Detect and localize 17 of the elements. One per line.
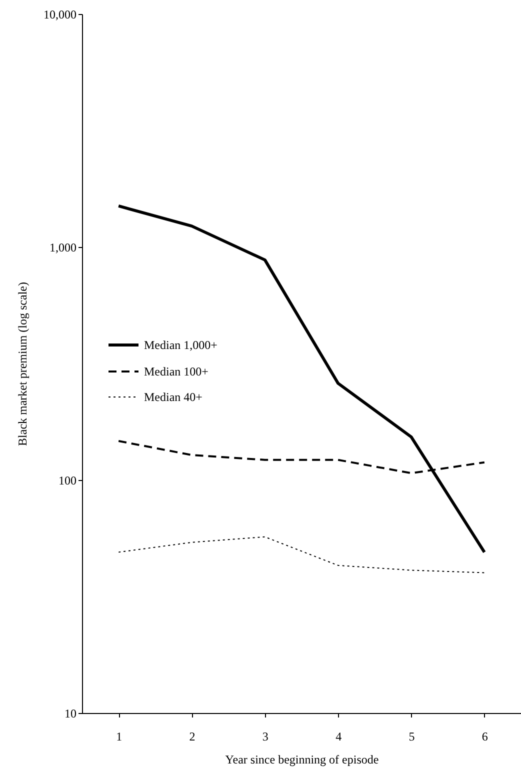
line-series <box>117 204 486 554</box>
x-tick-label: 6 <box>482 730 488 744</box>
legend-label: Median 1,000+ <box>144 338 218 352</box>
line-series <box>118 536 485 574</box>
x-tick-label: 4 <box>336 730 342 744</box>
y-tick-label: 10,000 <box>44 8 76 22</box>
x-tick-label: 2 <box>189 730 196 744</box>
y-tick-label: 10 <box>64 706 76 720</box>
legend-label: Median 100+ <box>144 364 209 379</box>
x-tick-label: 5 <box>408 730 415 744</box>
legend-label: Median 40+ <box>144 390 203 404</box>
y-tick-label: 1,000 <box>50 240 76 254</box>
x-tick-label: 3 <box>262 730 268 744</box>
y-axis-title: Black market premium (log scale) <box>16 282 30 446</box>
x-axis-title: Year since beginning of episode <box>225 752 379 766</box>
x-tick-label: 1 <box>116 730 122 744</box>
y-tick-label: 100 <box>58 474 76 488</box>
